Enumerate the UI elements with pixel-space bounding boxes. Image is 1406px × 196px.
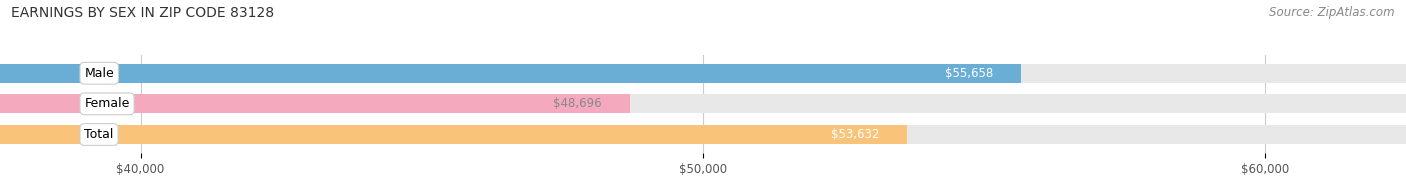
Text: $48,696: $48,696 — [553, 97, 602, 110]
Bar — [0, 125, 907, 144]
Text: Female: Female — [84, 97, 129, 110]
Text: Source: ZipAtlas.com: Source: ZipAtlas.com — [1270, 6, 1395, 19]
Text: Male: Male — [84, 67, 114, 80]
Text: Total: Total — [84, 128, 114, 141]
Text: $53,632: $53,632 — [831, 128, 879, 141]
Bar — [0, 94, 630, 113]
Bar — [0, 64, 1406, 83]
Text: EARNINGS BY SEX IN ZIP CODE 83128: EARNINGS BY SEX IN ZIP CODE 83128 — [11, 6, 274, 20]
Text: $55,658: $55,658 — [945, 67, 993, 80]
Bar — [0, 125, 1406, 144]
Bar — [0, 94, 1406, 113]
Bar — [0, 64, 1021, 83]
